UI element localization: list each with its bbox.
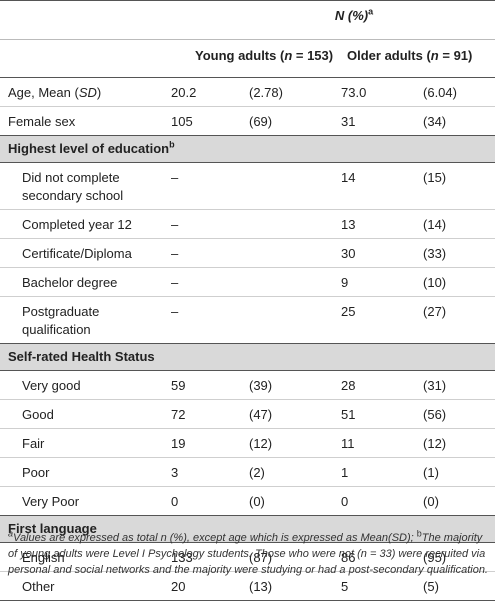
table-row: Very good 59 (39) 28 (31) <box>22 378 447 393</box>
table-row: Very Poor 0 (0) 0 (0) <box>0 486 495 516</box>
header-row-n-percent: N (%)a <box>0 0 495 40</box>
table-row: Good 72 (47) 51 (56) <box>0 399 495 429</box>
table-row: English 133 (87) 86 (95) <box>22 550 447 565</box>
section-header-health: Self-rated Health Status <box>0 343 495 371</box>
table-row: Certificate/Diploma – 30 (33) <box>0 238 495 268</box>
table-row-age: Age, Mean (SD) 20.2 (2.78) 73.0 (6.04) <box>8 85 457 100</box>
table-footnote: aValues are expressed as total n (%), ex… <box>8 528 488 576</box>
table-row: Bachelor degree – 9 (10) <box>0 267 495 297</box>
table-row: Postgraduate qualification – 25 (27) <box>0 296 495 344</box>
section-header-language: First language <box>0 515 495 543</box>
table-row-female: Female sex 105 (69) 31 (34) <box>0 106 495 136</box>
older-adults-heading: Older adults (n = 91) <box>341 39 495 78</box>
table-row: Did not complete secondary school – 14 (1… <box>22 170 447 203</box>
section-header-education: Highest level of educationb <box>0 135 495 163</box>
young-adults-heading: Young adults (n = 153) <box>165 39 341 78</box>
table-row: Poor 3 (2) 1 (1) <box>0 457 495 487</box>
n-percent-heading: N (%)a <box>334 6 374 23</box>
table-row: Other 20 (13) 5 (5) <box>0 571 495 601</box>
table-row: Completed year 12 – 13 (14) <box>0 209 495 239</box>
header-row-groups: Young adults (n = 153) Older adults (n =… <box>0 39 495 78</box>
table-row: Fair 19 (12) 11 (12) <box>0 428 495 458</box>
